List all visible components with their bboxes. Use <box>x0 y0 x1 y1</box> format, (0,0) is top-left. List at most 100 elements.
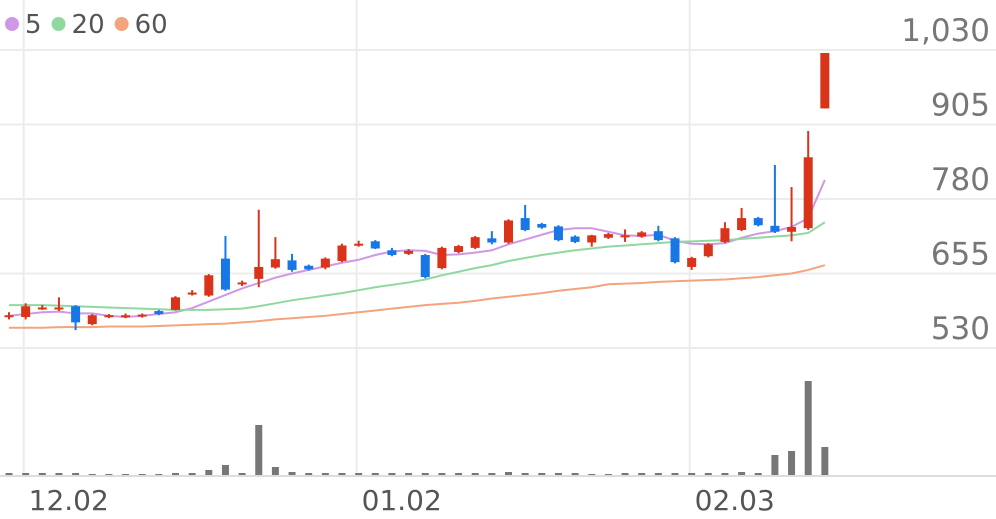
volume-bar <box>421 473 429 475</box>
candle-body <box>687 258 697 267</box>
volume-bar <box>471 473 479 475</box>
moving-average-line <box>8 179 826 319</box>
candle-body <box>137 314 147 317</box>
candle-body <box>470 237 480 248</box>
volume-bar <box>488 473 496 475</box>
candle-body <box>404 250 414 254</box>
candle-body <box>787 227 797 232</box>
legend-label: 5 <box>25 10 42 40</box>
candle-body <box>637 232 647 237</box>
candle-body <box>354 243 364 246</box>
volume-bar <box>688 473 696 475</box>
volume-bar <box>804 381 812 475</box>
volume-bar <box>455 473 463 475</box>
candle-body <box>570 236 580 242</box>
volume-bar <box>638 473 646 475</box>
volume-bar <box>388 473 396 475</box>
volume-bar <box>255 425 263 475</box>
candle-body <box>537 224 547 228</box>
candle-body <box>304 265 314 270</box>
candle-body <box>387 250 397 256</box>
volume-bar <box>604 474 612 475</box>
volume-bar <box>671 473 679 475</box>
volume-bar <box>321 473 329 475</box>
volume-bar <box>554 473 562 475</box>
y-tick-label: 655 <box>931 237 990 273</box>
volume-bar <box>738 472 746 475</box>
volume-bar <box>105 474 113 475</box>
candle-body <box>270 259 280 268</box>
candle-body <box>71 306 81 323</box>
candle-body <box>737 218 747 230</box>
volume-bar <box>371 473 379 475</box>
volume-bar <box>505 472 512 475</box>
y-tick-label: 905 <box>931 88 990 124</box>
candle-body <box>437 247 447 269</box>
candle-body <box>720 228 730 242</box>
candle-body <box>154 311 164 315</box>
x-tick-label: 01.02 <box>362 484 442 517</box>
volume-bar <box>771 455 779 475</box>
volume-bar <box>338 473 346 475</box>
candle-body <box>620 235 630 238</box>
moving-average-line <box>9 221 826 311</box>
candle-body <box>603 234 613 238</box>
volume-bar <box>138 474 146 475</box>
candle-body <box>171 297 180 310</box>
candle-body <box>454 246 464 253</box>
candle-body <box>254 266 264 279</box>
legend-swatch <box>51 17 66 31</box>
x-tick-label: 02.03 <box>695 484 775 517</box>
candle-body <box>104 315 114 318</box>
candle-body <box>753 218 763 226</box>
candle-body <box>670 238 680 263</box>
candle-body <box>204 275 214 296</box>
candle-body <box>820 52 830 109</box>
candle-body <box>220 258 230 290</box>
candle-body <box>87 315 97 325</box>
y-tick-label: 530 <box>931 311 990 347</box>
moving-average-line <box>9 264 826 329</box>
volume-bar <box>22 473 30 475</box>
volume-bar <box>721 473 729 475</box>
candle-body <box>337 245 347 261</box>
y-tick-label: 780 <box>931 162 990 198</box>
volume-bar <box>205 470 213 475</box>
candle-body <box>37 307 47 310</box>
volume-bar <box>288 472 296 475</box>
candle-body <box>54 307 64 310</box>
candle-body <box>653 231 663 241</box>
volume-bar <box>221 465 229 475</box>
candle-body <box>520 218 530 230</box>
volume-bar <box>405 473 413 475</box>
candle-body <box>370 241 380 249</box>
volume-bar <box>588 474 596 475</box>
volume-bar <box>238 473 246 475</box>
volume-bar <box>271 467 279 475</box>
candle-body <box>770 225 780 232</box>
candle-body <box>121 315 131 318</box>
volume-bar <box>122 474 130 475</box>
volume-bar <box>821 447 829 475</box>
legend-label: 20 <box>72 10 105 40</box>
volume-bar <box>521 473 529 475</box>
volume-bar <box>438 473 446 475</box>
volume-bar <box>621 473 629 475</box>
candle-body <box>4 315 14 318</box>
candle-body <box>587 235 597 243</box>
candle-body <box>187 292 197 295</box>
candle-body <box>237 282 247 285</box>
volume-bar <box>5 473 13 475</box>
volume-bar <box>172 473 179 475</box>
volume-bar <box>538 473 546 475</box>
volume-bar <box>55 473 63 475</box>
legend-swatch <box>114 17 129 31</box>
y-tick-label: 1,030 <box>901 13 990 49</box>
volume-bar <box>72 473 80 475</box>
volume-bar <box>305 473 313 475</box>
volume-bar <box>188 473 196 475</box>
volume-bar <box>754 473 762 475</box>
candle-body <box>287 260 297 270</box>
